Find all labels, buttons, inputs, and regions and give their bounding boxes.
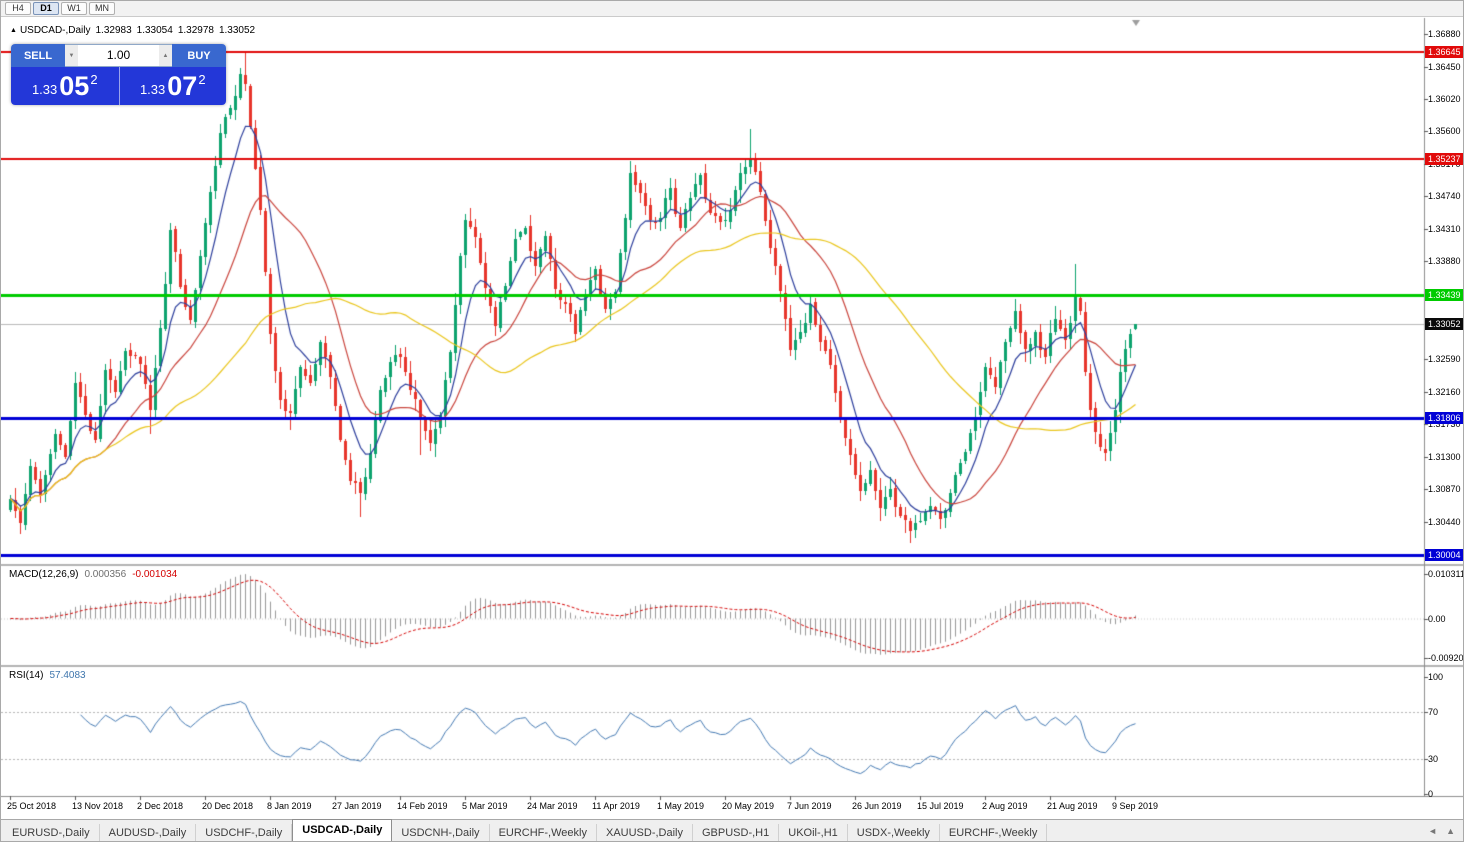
tab-scroll-left-icon[interactable]: ◄ xyxy=(1428,826,1438,836)
current-price-badge: 1.33052 xyxy=(1425,318,1463,331)
macd-main-value: 0.000356 xyxy=(84,569,127,580)
sell-button[interactable]: SELL xyxy=(11,44,65,67)
ohlc-high-value: 1.33054 xyxy=(136,25,173,36)
price-axis-tick: 1.32590 xyxy=(1428,354,1461,365)
timeframe-toolbar: H4 D1 W1 MN xyxy=(1,1,1463,17)
chart-tab-bar: EURUSD-,Daily AUDUSD-,Daily USDCHF-,Daily U… xyxy=(1,819,1463,841)
price-line-badge: 1.35237 xyxy=(1425,152,1463,165)
sell-price-pips: 05 xyxy=(59,71,90,101)
chart-tab-usdchf-daily[interactable]: USDCHF-,Daily xyxy=(196,824,293,841)
date-axis-label: 11 Apr 2019 xyxy=(592,801,640,811)
price-axis-tick: 1.34310 xyxy=(1428,223,1461,234)
period-button-w1[interactable]: W1 xyxy=(61,2,87,15)
date-axis-label: 13 Nov 2018 xyxy=(72,801,124,811)
chart-tab-eurchf-weekly[interactable]: EURCHF-,Weekly xyxy=(490,824,597,841)
buy-quote[interactable]: 1.33 07 2 xyxy=(118,67,227,105)
tab-scroll-controls: ◄ ▲ xyxy=(1428,826,1455,836)
macd-signal-value: -0.001034 xyxy=(132,569,178,580)
buy-price-prefix: 1.33 xyxy=(139,81,166,97)
date-axis-label: 26 Jun 2019 xyxy=(852,801,902,811)
chart-title: ▲ USDCAD-,Daily 1.32983 1.33054 1.32978 1.330… xyxy=(10,25,260,36)
volume-decrease-icon[interactable]: ▼ xyxy=(65,45,78,66)
sell-price-prefix: 1.33 xyxy=(31,81,58,97)
date-axis-label: 8 Jan 2019 xyxy=(267,801,312,811)
date-axis-label: 2 Dec 2018 xyxy=(137,801,184,811)
rsi-axis-tick: 100 xyxy=(1428,672,1444,682)
price-line-badge: 1.31806 xyxy=(1425,412,1463,425)
volume-stepper[interactable]: ▼ 1.00 ▲ xyxy=(65,44,172,67)
chart-tab-xauusd-daily[interactable]: XAUUSD-,Daily xyxy=(597,824,693,841)
price-axis-tick: 1.30440 xyxy=(1428,517,1461,527)
date-axis-label: 15 Jul 2019 xyxy=(917,801,964,811)
chart-symbol-label: USDCAD-,Daily xyxy=(19,25,91,36)
chart-tab-eurchf-weekly[interactable]: EURCHF-,Weekly xyxy=(940,824,1048,841)
date-axis-label: 2 Aug 2019 xyxy=(982,801,1028,811)
sell-price-point: 2 xyxy=(90,71,98,87)
price-line-badge: 1.33439 xyxy=(1425,288,1463,301)
chart-tabs: EURUSD-,Daily AUDUSD-,Daily USDCHF-,Daily U… xyxy=(3,819,1048,841)
buy-button[interactable]: BUY xyxy=(172,44,226,67)
trade-panel-quotes-row: 1.33 05 2 1.33 07 2 xyxy=(11,67,226,105)
date-axis-label: 27 Jan 2019 xyxy=(332,801,382,811)
price-axis-tick: 1.33880 xyxy=(1428,256,1461,267)
price-axis-tick: 1.36880 xyxy=(1428,29,1461,39)
chart-tab-audusd-daily[interactable]: AUDUSD-,Daily xyxy=(100,824,197,841)
period-button-d1[interactable]: D1 xyxy=(33,2,59,15)
price-axis-tick: 1.34740 xyxy=(1428,191,1461,202)
date-axis-label: 14 Feb 2019 xyxy=(397,801,448,811)
price-line-badge: 1.30004 xyxy=(1425,549,1463,562)
rsi-indicator-label: RSI(14) 57.4083 xyxy=(9,670,92,681)
chart-tab-gbpusd-h1[interactable]: GBPUSD-,H1 xyxy=(693,824,780,841)
macd-name: MACD(12,26,9) xyxy=(9,569,79,580)
date-axis-label: 21 Aug 2019 xyxy=(1047,801,1098,811)
rsi-axis-tick: 0 xyxy=(1428,789,1434,799)
price-axis-tick: 1.30870 xyxy=(1428,484,1461,495)
ohlc-low-value: 1.32978 xyxy=(177,25,214,36)
price-axis-tick: 1.35600 xyxy=(1428,125,1461,136)
sell-quote[interactable]: 1.33 05 2 xyxy=(11,67,119,105)
price-axis-tick: 1.32160 xyxy=(1428,386,1461,397)
chart-tab-usdx-weekly[interactable]: USDX-,Weekly xyxy=(848,824,940,841)
rsi-axis-tick: 70 xyxy=(1428,707,1439,718)
period-button-mn[interactable]: MN xyxy=(89,2,115,15)
rsi-value: 57.4083 xyxy=(49,670,86,681)
one-click-trade-panel: SELL ▼ 1.00 ▲ BUY 1.33 05 2 1.33 07 2 xyxy=(11,44,226,105)
macd-axis-tick: 0.010311 xyxy=(1428,569,1464,579)
price-line-badge: 1.36645 xyxy=(1425,45,1463,58)
volume-value[interactable]: 1.00 xyxy=(106,48,131,62)
date-axis-label: 1 May 2019 xyxy=(657,801,705,811)
date-axis-label: 25 Oct 2018 xyxy=(7,801,57,811)
date-axis-label: 20 May 2019 xyxy=(722,801,775,811)
macd-axis-tick: 0.00 xyxy=(1428,613,1446,624)
period-button-h4[interactable]: H4 xyxy=(5,2,31,15)
chart-tab-eurusd-daily[interactable]: EURUSD-,Daily xyxy=(3,824,100,841)
price-axis-tick: 1.36450 xyxy=(1428,61,1461,72)
chart-tab-usdcad-daily[interactable]: USDCAD-,Daily xyxy=(292,819,393,841)
buy-price-pips: 07 xyxy=(167,71,198,101)
date-axis-label: 9 Sep 2019 xyxy=(1112,801,1159,811)
chart-window-icon: ▲ xyxy=(10,27,17,34)
macd-indicator-label: MACD(12,26,9) 0.000356 -0.001034 xyxy=(9,569,183,580)
date-axis-label: 24 Mar 2019 xyxy=(527,801,578,811)
trade-panel-controls-row: SELL ▼ 1.00 ▲ BUY xyxy=(11,44,226,67)
buy-price-point: 2 xyxy=(198,71,206,87)
rsi-name: RSI(14) xyxy=(9,670,44,681)
chart-tab-ukoil-h1[interactable]: UKOil-,H1 xyxy=(779,824,848,841)
price-axis-tick: 1.31300 xyxy=(1428,451,1461,462)
date-axis-label: 5 Mar 2019 xyxy=(462,801,508,811)
rsi-axis-tick: 30 xyxy=(1428,753,1439,764)
ohlc-close-value: 1.33052 xyxy=(218,25,256,36)
tab-scroll-up-icon[interactable]: ▲ xyxy=(1446,826,1455,836)
volume-increase-icon[interactable]: ▲ xyxy=(159,45,172,66)
macd-axis-tick: -0.009203 xyxy=(1428,653,1464,664)
date-axis-label: 20 Dec 2018 xyxy=(202,801,254,811)
price-axis-tick: 1.36020 xyxy=(1428,94,1461,105)
chart-tab-usdcnh-daily[interactable]: USDCNH-,Daily xyxy=(392,824,490,841)
date-axis-label: 7 Jun 2019 xyxy=(787,801,832,811)
ohlc-open-value: 1.32983 xyxy=(95,25,132,36)
